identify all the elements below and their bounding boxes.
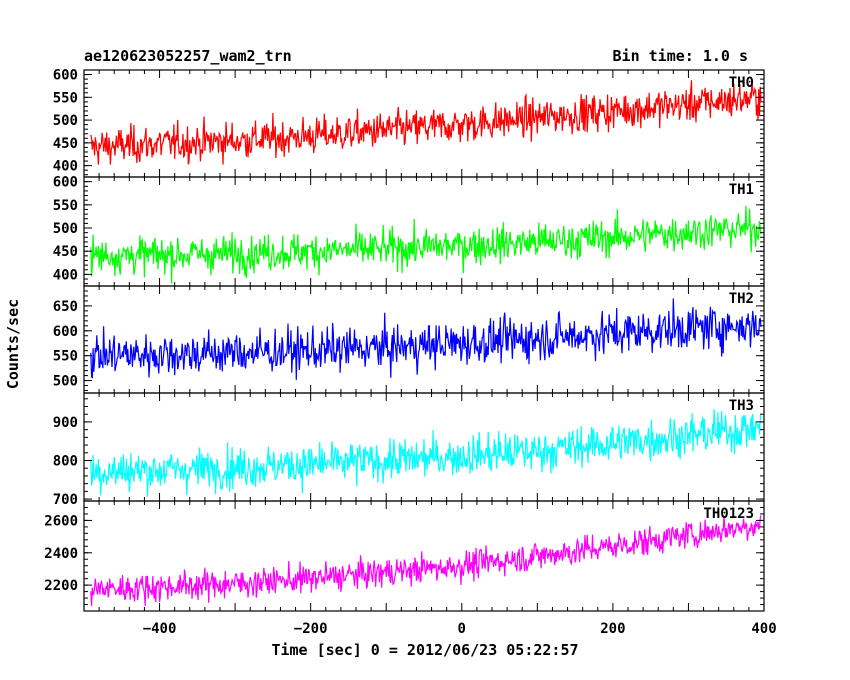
y-tick-label: 450 <box>53 244 78 260</box>
y-axis-title: Counts/sec <box>4 299 22 389</box>
y-tick-label: 900 <box>53 415 78 431</box>
x-tick-label: 200 <box>600 621 625 637</box>
panel-th1: 400 450 500 550 600 TH1 <box>53 175 765 287</box>
legend-label-th0: TH0 <box>729 75 754 91</box>
x-tick-label: −400 <box>143 621 177 637</box>
panel-th2: 500 550 600 650 TH2 <box>53 285 765 394</box>
series-line-th3 <box>90 408 762 497</box>
y-tick-label: 400 <box>53 159 78 175</box>
y-tick-label: 800 <box>53 454 78 470</box>
legend-label-th3: TH3 <box>729 398 754 414</box>
y-tick-label: 650 <box>53 299 78 315</box>
y-tick-label: 600 <box>53 68 78 84</box>
y-tick-label: 2200 <box>44 578 78 594</box>
y-tick-label: 500 <box>53 221 78 237</box>
panel-th0123: 2200 2400 2600 TH0123 <box>44 500 765 612</box>
x-tick-label: −200 <box>294 621 328 637</box>
x-tick-label: 0 <box>458 621 466 637</box>
y-tick-label: 2400 <box>44 546 78 562</box>
series-line-th0 <box>90 80 762 165</box>
y-tick-label: 450 <box>53 136 78 152</box>
y-tick-label: 400 <box>53 267 78 283</box>
x-axis-title: Time [sec] 0 = 2012/06/23 05:22:57 <box>271 641 578 659</box>
x-tick-label: 400 <box>751 621 776 637</box>
y-tick-label: 700 <box>53 492 78 508</box>
y-tick-label: 500 <box>53 374 78 390</box>
panel-frame <box>83 500 765 612</box>
y-tick-label: 500 <box>53 113 78 129</box>
series-line-th0123 <box>90 515 762 606</box>
y-tick-label: 600 <box>53 175 78 191</box>
panel-th0: 400 450 500 550 600 TH0 <box>53 68 765 178</box>
plot-title: ae120623052257_wam2_trn <box>84 47 292 65</box>
y-tick-label: 550 <box>53 198 78 214</box>
legend-label-th0123: TH0123 <box>703 506 754 522</box>
y-tick-label: 550 <box>53 349 78 365</box>
panel-th3: 700 800 900 TH3 <box>53 392 765 508</box>
series-line-th2 <box>90 298 762 380</box>
legend-label-th2: TH2 <box>729 291 754 307</box>
legend-label-th1: TH1 <box>729 182 754 198</box>
bin-time-label: Bin time: 1.0 s <box>613 47 748 65</box>
y-tick-label: 600 <box>53 324 78 340</box>
series-line-th1 <box>90 205 762 284</box>
y-tick-label: 550 <box>53 90 78 106</box>
y-tick-label: 2600 <box>44 513 78 529</box>
